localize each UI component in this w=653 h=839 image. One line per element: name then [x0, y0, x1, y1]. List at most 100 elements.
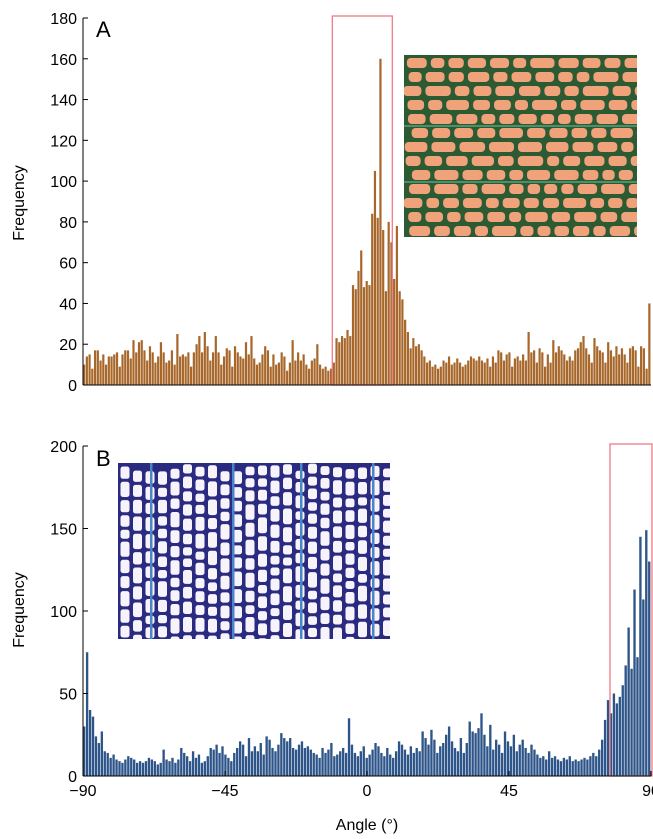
bar	[121, 762, 124, 776]
bar	[645, 530, 648, 776]
bar	[188, 761, 192, 776]
bar	[214, 336, 217, 385]
bar	[553, 756, 557, 776]
bar	[459, 738, 463, 776]
y-tick-label: 180	[50, 11, 77, 28]
bar	[233, 752, 236, 776]
bar	[502, 360, 506, 385]
bar	[417, 344, 420, 385]
bar	[171, 757, 174, 776]
bar	[512, 734, 516, 776]
bar	[244, 756, 248, 776]
bar	[640, 346, 643, 385]
bar	[106, 752, 109, 776]
bar	[129, 358, 132, 385]
bar	[303, 747, 307, 776]
bar	[620, 348, 624, 385]
bar	[256, 751, 259, 776]
bar	[176, 334, 179, 385]
x-tick-label: 0	[363, 783, 372, 800]
bar	[241, 744, 245, 776]
bar	[612, 693, 616, 776]
bar	[445, 362, 448, 385]
bar	[500, 352, 503, 385]
y-tick-label: 0	[68, 378, 77, 395]
bar	[642, 348, 645, 385]
x-axis-title-b: Angle (°)	[336, 817, 398, 834]
bar	[518, 744, 521, 776]
bar	[447, 726, 451, 776]
bar	[236, 352, 239, 385]
bar	[585, 348, 588, 385]
bar	[374, 743, 377, 776]
bar	[645, 368, 648, 385]
bar	[627, 627, 630, 776]
panel-letter-b: B	[96, 446, 111, 471]
bar	[539, 757, 542, 776]
bar	[259, 743, 262, 776]
bar	[247, 354, 250, 385]
bar	[261, 354, 264, 385]
bar	[629, 348, 632, 385]
bar	[384, 291, 388, 385]
bar	[174, 762, 177, 776]
bar	[442, 360, 445, 385]
bar	[565, 360, 569, 385]
bar	[104, 364, 108, 385]
panel-a: 0 20 40 60 80 100 120 140 160 180 Frequency A	[11, 11, 651, 395]
bar	[170, 350, 174, 385]
bar	[177, 759, 180, 776]
bar	[592, 752, 595, 776]
bar	[228, 350, 231, 385]
bar	[209, 360, 212, 385]
bar	[626, 362, 629, 385]
bar	[571, 761, 574, 776]
bar	[471, 731, 474, 776]
bar	[648, 561, 651, 776]
bar	[530, 352, 533, 385]
bar	[574, 350, 577, 385]
bar	[509, 746, 513, 776]
bar	[397, 741, 401, 776]
bar	[124, 759, 127, 776]
bar	[547, 751, 551, 776]
bar	[300, 741, 304, 776]
bar	[371, 749, 374, 776]
bar	[198, 336, 201, 385]
bar	[515, 751, 518, 776]
bar	[598, 749, 601, 776]
bar	[486, 746, 489, 776]
bar	[382, 230, 385, 385]
bar	[630, 668, 633, 776]
bar	[247, 738, 251, 776]
bar	[115, 352, 119, 385]
bar	[159, 762, 162, 776]
bar	[533, 350, 536, 385]
bar	[183, 752, 186, 776]
bars-a	[83, 58, 651, 385]
bar	[577, 761, 580, 776]
bar	[353, 752, 357, 776]
bar	[634, 350, 637, 385]
bar	[132, 340, 135, 385]
bar	[124, 350, 127, 385]
bar	[450, 364, 453, 385]
y-axis-title-b: Frequency	[11, 572, 28, 648]
bar	[156, 764, 159, 776]
bar	[478, 356, 481, 385]
bar	[85, 652, 89, 776]
bar	[583, 757, 586, 776]
bar	[624, 665, 627, 776]
bar	[187, 352, 190, 385]
bar	[453, 362, 456, 385]
bar	[562, 757, 566, 776]
bar	[268, 739, 271, 776]
bar	[589, 756, 592, 776]
bar	[294, 360, 297, 385]
bar	[503, 731, 507, 776]
bar	[365, 281, 368, 385]
bar	[559, 761, 563, 776]
bar	[277, 362, 281, 385]
y-tick-label: 140	[50, 93, 77, 110]
bar	[280, 352, 283, 385]
